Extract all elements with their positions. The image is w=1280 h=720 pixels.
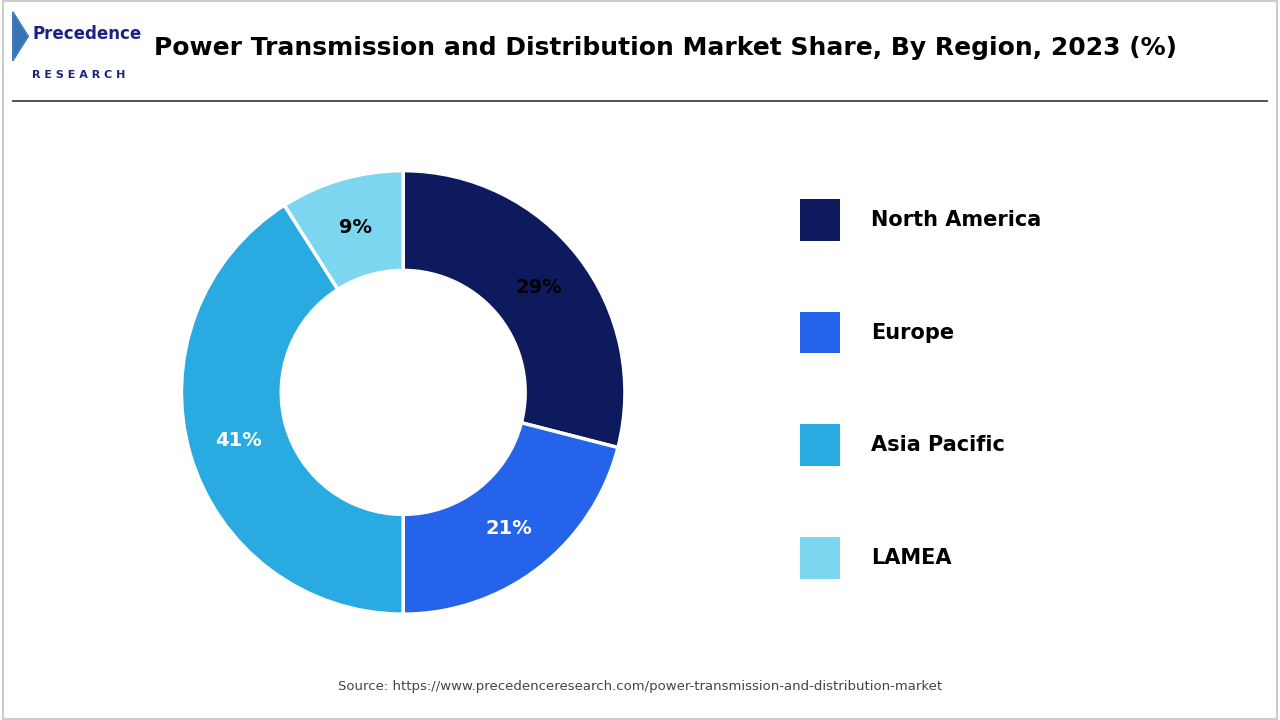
Wedge shape [403, 423, 618, 614]
Text: Precedence: Precedence [32, 25, 141, 43]
Text: North America: North America [870, 210, 1041, 230]
Text: 21%: 21% [485, 518, 532, 538]
Text: 29%: 29% [516, 278, 562, 297]
Text: 9%: 9% [339, 218, 371, 237]
Text: Europe: Europe [870, 323, 954, 343]
Polygon shape [13, 12, 28, 60]
Text: LAMEA: LAMEA [870, 548, 951, 568]
FancyBboxPatch shape [800, 199, 840, 240]
Text: Asia Pacific: Asia Pacific [870, 436, 1005, 455]
Polygon shape [13, 12, 28, 60]
FancyBboxPatch shape [800, 424, 840, 466]
Wedge shape [284, 171, 403, 289]
Text: R E S E A R C H: R E S E A R C H [32, 71, 125, 80]
Text: Source: https://www.precedenceresearch.com/power-transmission-and-distribution-m: Source: https://www.precedenceresearch.c… [338, 680, 942, 693]
FancyBboxPatch shape [800, 312, 840, 354]
Wedge shape [182, 205, 403, 614]
FancyBboxPatch shape [800, 537, 840, 579]
Text: Power Transmission and Distribution Market Share, By Region, 2023 (%): Power Transmission and Distribution Mark… [154, 36, 1178, 60]
Text: 41%: 41% [215, 431, 261, 450]
Wedge shape [403, 171, 625, 448]
